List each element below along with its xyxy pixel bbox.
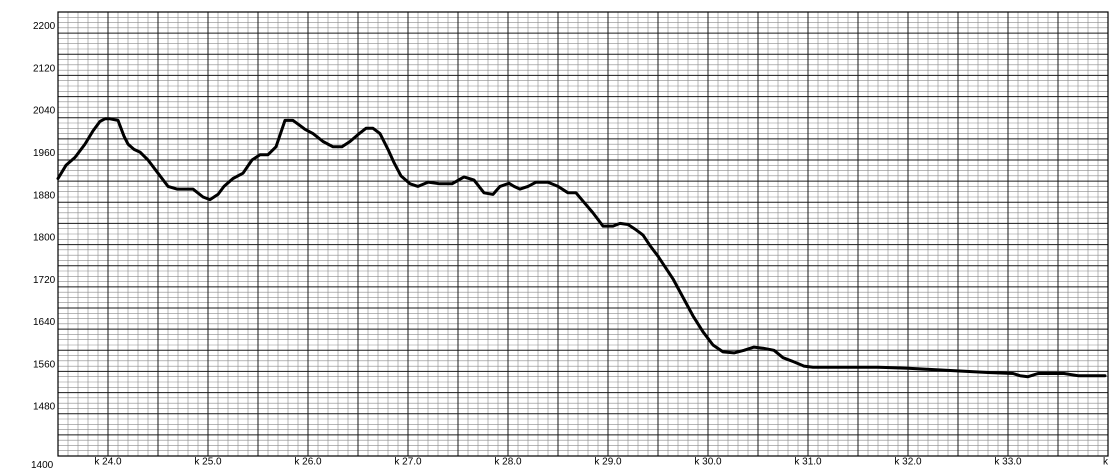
y-tick-label: 1400 [31, 460, 54, 469]
y-tick-label: 1720 [33, 275, 56, 286]
y-axis-tick-labels: 2200 2120 2040 1960 1880 1800 1720 1640 1560 1480… [31, 21, 56, 469]
x-tick-label: k 33.0 [994, 456, 1022, 467]
x-tick-label: k 30.0 [694, 456, 722, 467]
y-tick-label: 2040 [33, 106, 56, 117]
x-tick-label: k 26.0 [294, 456, 322, 467]
y-tick-label: 1880 [33, 190, 56, 201]
y-tick-label: 1640 [33, 317, 56, 328]
y-tick-label: 1960 [33, 148, 56, 159]
x-tick-label: k 29.0 [594, 456, 622, 467]
y-tick-label: 2200 [33, 21, 56, 32]
x-tick-label: k 32.0 [894, 456, 922, 467]
minor-grid [58, 12, 1108, 456]
x-tick-label: k 24.0 [94, 456, 122, 467]
y-tick-label: 1560 [33, 359, 56, 370]
x-tick-label: k [1103, 456, 1109, 467]
y-tick-label: 1800 [33, 233, 56, 244]
x-axis-tick-labels: k 24.0 k 25.0 k 26.0 k 27.0 k 28.0 k 29.0 k 30… [94, 456, 1109, 467]
y-tick-label: 1480 [33, 402, 56, 413]
x-tick-label: k 28.0 [494, 456, 522, 467]
x-tick-label: k 25.0 [194, 456, 222, 467]
y-tick-label: 2120 [33, 63, 56, 74]
x-tick-label: k 27.0 [394, 456, 422, 467]
x-tick-label: k 31.0 [794, 456, 822, 467]
